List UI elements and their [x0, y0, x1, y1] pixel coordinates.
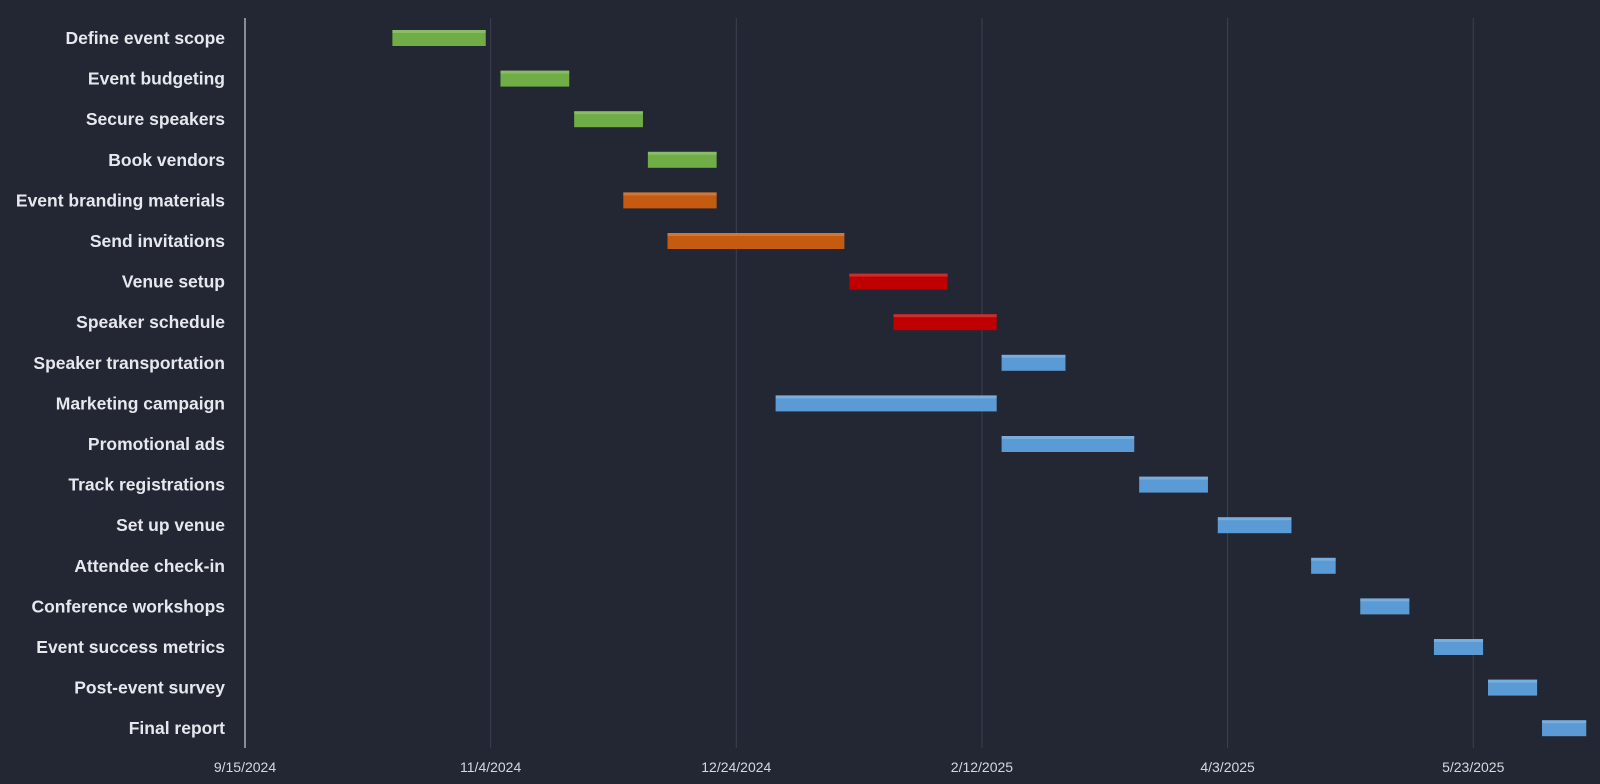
task-bar [647, 151, 717, 168]
task-bar [1139, 476, 1208, 493]
task-label: Venue setup [122, 272, 225, 292]
task-bar [1001, 354, 1066, 371]
task-label: Track registrations [68, 475, 225, 495]
task-bar [1311, 557, 1336, 574]
task-label: Set up venue [116, 515, 225, 535]
task-bar [1433, 639, 1484, 655]
x-axis-ticks: 9/15/2024 11/4/2024 12/24/2024 2/12/2025 4/3… [214, 759, 1505, 775]
task-bar-highlight [1001, 436, 1135, 439]
x-tick-label: 5/23/2025 [1442, 759, 1504, 775]
task-labels: Define event scope Event budgeting Secure … [16, 28, 225, 738]
task-bar [574, 111, 643, 128]
task-label: Marketing campaign [56, 393, 225, 413]
task-bar-highlight [647, 151, 717, 155]
task-label: Final report [129, 718, 225, 738]
task-bar-highlight [667, 233, 845, 236]
task-bar-highlight [1542, 720, 1587, 724]
task-bar-highlight [500, 70, 570, 74]
task-label: Event success metrics [36, 637, 225, 657]
task-bar [1360, 598, 1410, 615]
task-bars [392, 30, 1587, 737]
task-label: Promotional ads [88, 434, 225, 454]
task-bar [392, 30, 486, 46]
task-bar-highlight [1487, 679, 1538, 683]
task-bar [775, 395, 997, 412]
task-bar [1542, 720, 1587, 737]
task-bar-highlight [1311, 557, 1336, 561]
task-label: Attendee check-in [74, 556, 225, 576]
task-bar [1487, 679, 1538, 696]
task-bar [623, 192, 717, 209]
task-bar [667, 233, 845, 249]
task-bar [849, 273, 948, 290]
task-bar-highlight [893, 314, 997, 318]
x-tick-label: 11/4/2024 [460, 759, 521, 775]
task-bar-highlight [775, 395, 997, 399]
task-bar-highlight [1360, 598, 1410, 602]
task-bar-highlight [1217, 517, 1292, 521]
task-label: Define event scope [66, 28, 226, 48]
task-label: Event budgeting [88, 69, 225, 89]
task-bar [500, 70, 570, 87]
task-bar-highlight [392, 30, 486, 33]
gridlines [490, 18, 1474, 748]
task-bar-highlight [623, 192, 717, 196]
task-label: Event branding materials [16, 190, 225, 210]
x-tick-label: 12/24/2024 [701, 759, 771, 775]
task-label: Speaker transportation [33, 353, 225, 373]
task-label: Book vendors [108, 150, 225, 170]
task-label: Speaker schedule [76, 312, 225, 332]
task-bar-highlight [1001, 354, 1066, 358]
task-label: Secure speakers [86, 109, 225, 129]
task-bar [1217, 517, 1292, 534]
task-bar [893, 314, 997, 331]
task-bar-highlight [574, 111, 643, 115]
task-bar-highlight [1433, 639, 1484, 642]
task-label: Send invitations [90, 231, 225, 251]
task-label: Post-event survey [74, 678, 225, 698]
x-tick-label: 4/3/2025 [1200, 759, 1255, 775]
x-tick-label: 9/15/2024 [214, 759, 276, 775]
task-bar-highlight [849, 273, 948, 277]
task-label: Conference workshops [31, 596, 225, 616]
task-bar-highlight [1139, 476, 1208, 480]
x-tick-label: 2/12/2025 [951, 759, 1013, 775]
task-bar [1001, 436, 1135, 452]
